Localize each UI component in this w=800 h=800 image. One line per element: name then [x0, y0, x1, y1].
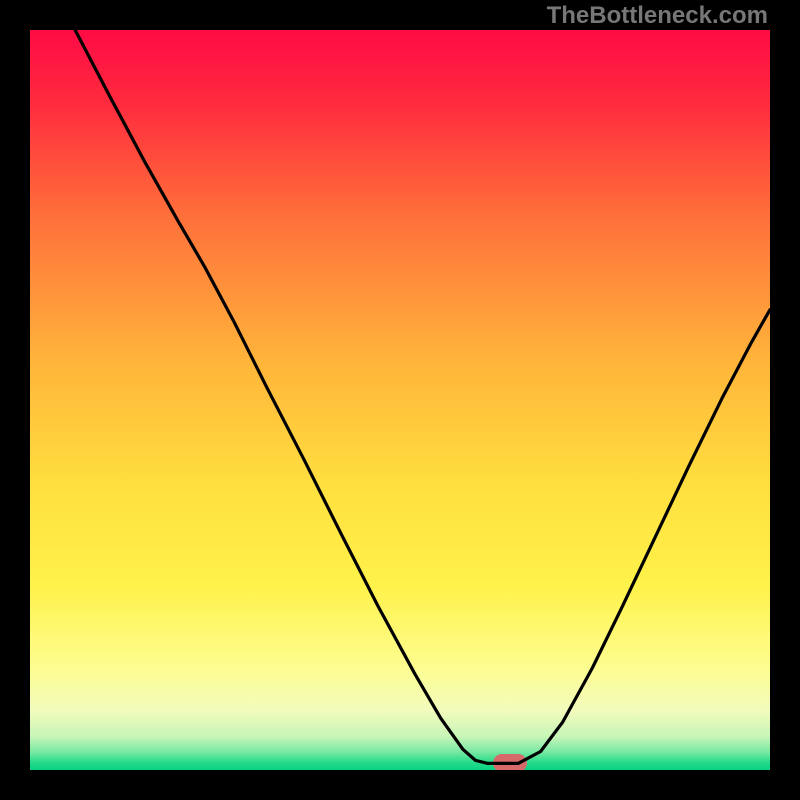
chart-frame — [0, 0, 30, 800]
bottleneck-curve — [30, 30, 770, 770]
chart-frame — [0, 770, 800, 800]
plot-area — [30, 30, 770, 770]
watermark-text: TheBottleneck.com — [547, 2, 768, 30]
chart-frame — [770, 0, 800, 800]
